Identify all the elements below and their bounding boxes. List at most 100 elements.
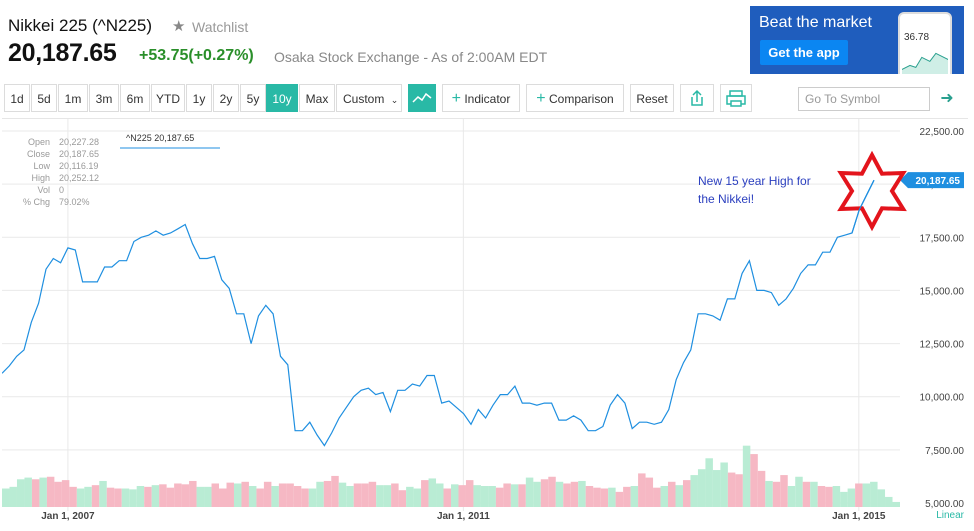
info-value: 20,252.12	[59, 173, 99, 183]
custom-label: Custom	[343, 92, 385, 106]
line-chart-icon	[412, 92, 432, 103]
volume-bar	[765, 480, 773, 507]
range-1d[interactable]: 1d	[4, 84, 30, 112]
volume-bar	[346, 486, 354, 507]
print-button[interactable]	[720, 84, 752, 112]
volume-bar	[675, 485, 683, 507]
star-icon[interactable]: ★	[172, 18, 186, 35]
volume-bar	[99, 480, 107, 507]
info-label: Open	[28, 137, 50, 147]
reset-button[interactable]: Reset	[630, 84, 674, 112]
volume-bar	[465, 480, 474, 507]
volume-bar	[189, 480, 197, 507]
volume-bar	[226, 482, 234, 507]
exchange-status: Osaka Stock Exchange - As of 2:00AM EDT	[274, 49, 548, 65]
volume-bar	[668, 481, 676, 507]
y-tick-label: 22,500.00	[920, 127, 965, 138]
volume-bar	[106, 487, 115, 507]
arrow-right-icon[interactable]: ➜	[940, 90, 954, 107]
page-title: Nikkei 225 (^N225)	[8, 16, 153, 35]
x-tick-label: Jan 1, 2011	[437, 511, 490, 521]
watchlist-link[interactable]: Watchlist	[192, 19, 249, 35]
range-5y[interactable]: 5y	[240, 84, 266, 112]
annotation-line-1: New 15 year High for	[698, 174, 811, 188]
volume-bar	[682, 480, 691, 507]
volume-bar	[480, 486, 489, 507]
volume-bar	[338, 482, 347, 507]
price-line-tail	[851, 179, 875, 234]
volume-bar	[772, 481, 781, 507]
volume-bar	[585, 486, 594, 507]
volume-bar	[825, 486, 833, 507]
volume-bar	[780, 475, 788, 507]
range-1y[interactable]: 1y	[186, 84, 212, 112]
volume-bar	[308, 488, 317, 507]
indicator-button[interactable]: + Indicator	[442, 84, 520, 112]
app-ad-banner[interactable]: Beat the market Get the app 36.78	[750, 6, 964, 74]
volume-bar	[720, 462, 728, 507]
chart-area[interactable]: 5,000.00 7,500.00 10,000.00 12,500.00 15,000…	[1, 118, 968, 522]
y-tick-label: 12,500.00	[920, 340, 965, 351]
share-button[interactable]	[680, 84, 714, 112]
volume-bar	[361, 483, 369, 507]
get-app-button[interactable]: Get the app	[760, 40, 848, 65]
symbol-search-input[interactable]: Go To Symbol	[798, 87, 930, 111]
volume-bar	[503, 483, 511, 507]
volume-bar	[510, 484, 519, 507]
volume-bar	[54, 481, 62, 507]
comparison-button[interactable]: + Comparison	[526, 84, 624, 112]
volume-bar	[615, 491, 624, 507]
range-1m[interactable]: 1m	[58, 84, 88, 112]
volume-bar	[174, 483, 182, 507]
ad-headline: Beat the market	[759, 14, 872, 31]
share-icon	[691, 89, 703, 106]
volume-bar	[608, 487, 616, 507]
range-10y[interactable]: 10y	[266, 84, 298, 112]
volume-bar	[421, 480, 429, 507]
volume-bar	[39, 477, 47, 507]
range-2y[interactable]: 2y	[213, 84, 239, 112]
custom-range-dropdown[interactable]: Custom ⌄	[336, 84, 402, 112]
volume-bar	[129, 489, 137, 507]
volume-bar	[248, 486, 257, 507]
volume-bar	[802, 481, 811, 507]
volume-bar	[697, 469, 706, 507]
volume-bar	[278, 483, 287, 507]
volume-bar	[353, 483, 362, 507]
volume-bar	[219, 488, 227, 507]
volume-bar	[518, 484, 526, 507]
range-3m[interactable]: 3m	[89, 84, 119, 112]
range-ytd[interactable]: YTD	[151, 84, 185, 112]
volume-bar	[271, 486, 279, 507]
volume-bar	[548, 476, 556, 507]
chart-type-button[interactable]	[408, 84, 436, 112]
print-icon	[726, 90, 746, 107]
volume-bar	[204, 486, 212, 507]
volume-bar	[263, 481, 272, 507]
volume-bar	[855, 483, 863, 507]
range-6m[interactable]: 6m	[120, 84, 150, 112]
y-tick-label: 7,500.00	[925, 446, 964, 457]
volume-bar	[630, 486, 639, 507]
volume-bar	[211, 483, 220, 507]
info-value: 20,187.65	[59, 149, 99, 159]
volume-bar	[570, 481, 579, 507]
volume-bar	[166, 487, 175, 507]
volume-bar	[428, 478, 437, 507]
legend-label: ^N225 20,187.65	[126, 133, 194, 143]
comparison-label: Comparison	[548, 92, 614, 106]
volume-bar	[286, 483, 294, 507]
volume-bar	[832, 486, 841, 507]
range-max[interactable]: Max	[299, 84, 335, 112]
range-5d[interactable]: 5d	[31, 84, 57, 112]
volume-bar	[159, 484, 167, 507]
volume-bar	[885, 496, 893, 507]
volume-bar	[638, 473, 646, 507]
last-value-tag	[900, 172, 964, 189]
y-tick-label: 10,000.00	[920, 393, 965, 404]
volume-bar	[151, 485, 160, 507]
price-chart[interactable]: 5,000.00 7,500.00 10,000.00 12,500.00 15,000…	[1, 119, 968, 522]
phone-value: 36.78	[904, 32, 930, 43]
volume-bar	[196, 486, 205, 507]
volume-bar	[84, 486, 92, 507]
